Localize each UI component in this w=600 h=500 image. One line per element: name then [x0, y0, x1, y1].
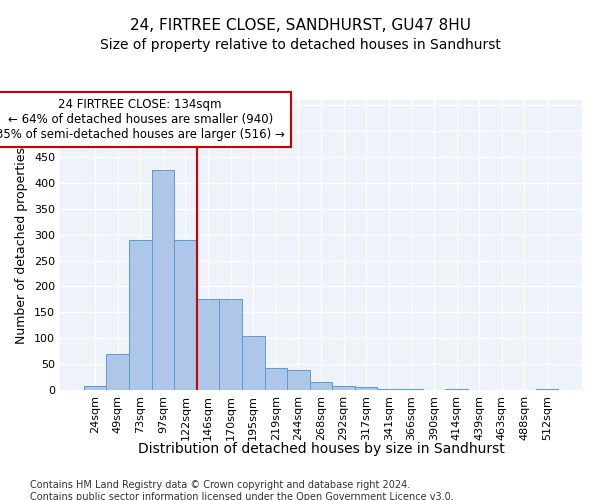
Bar — [287, 370, 310, 390]
Bar — [355, 388, 377, 390]
Bar — [129, 240, 152, 390]
Bar — [152, 170, 174, 390]
Bar — [310, 382, 332, 390]
Bar — [197, 300, 220, 390]
Bar — [84, 386, 106, 390]
Text: 24 FIRTREE CLOSE: 134sqm
← 64% of detached houses are smaller (940)
35% of semi-: 24 FIRTREE CLOSE: 134sqm ← 64% of detach… — [0, 98, 284, 140]
Bar — [106, 354, 129, 390]
Bar — [174, 240, 197, 390]
Bar — [265, 368, 287, 390]
Bar — [377, 389, 400, 390]
Bar — [220, 300, 242, 390]
Bar — [332, 386, 355, 390]
Text: Contains HM Land Registry data © Crown copyright and database right 2024.
Contai: Contains HM Land Registry data © Crown c… — [30, 480, 454, 500]
Text: 24, FIRTREE CLOSE, SANDHURST, GU47 8HU: 24, FIRTREE CLOSE, SANDHURST, GU47 8HU — [130, 18, 470, 32]
Bar — [536, 389, 558, 390]
Y-axis label: Number of detached properties: Number of detached properties — [16, 146, 28, 344]
Bar — [242, 336, 265, 390]
Text: Size of property relative to detached houses in Sandhurst: Size of property relative to detached ho… — [100, 38, 500, 52]
Bar — [445, 389, 468, 390]
Text: Distribution of detached houses by size in Sandhurst: Distribution of detached houses by size … — [137, 442, 505, 456]
